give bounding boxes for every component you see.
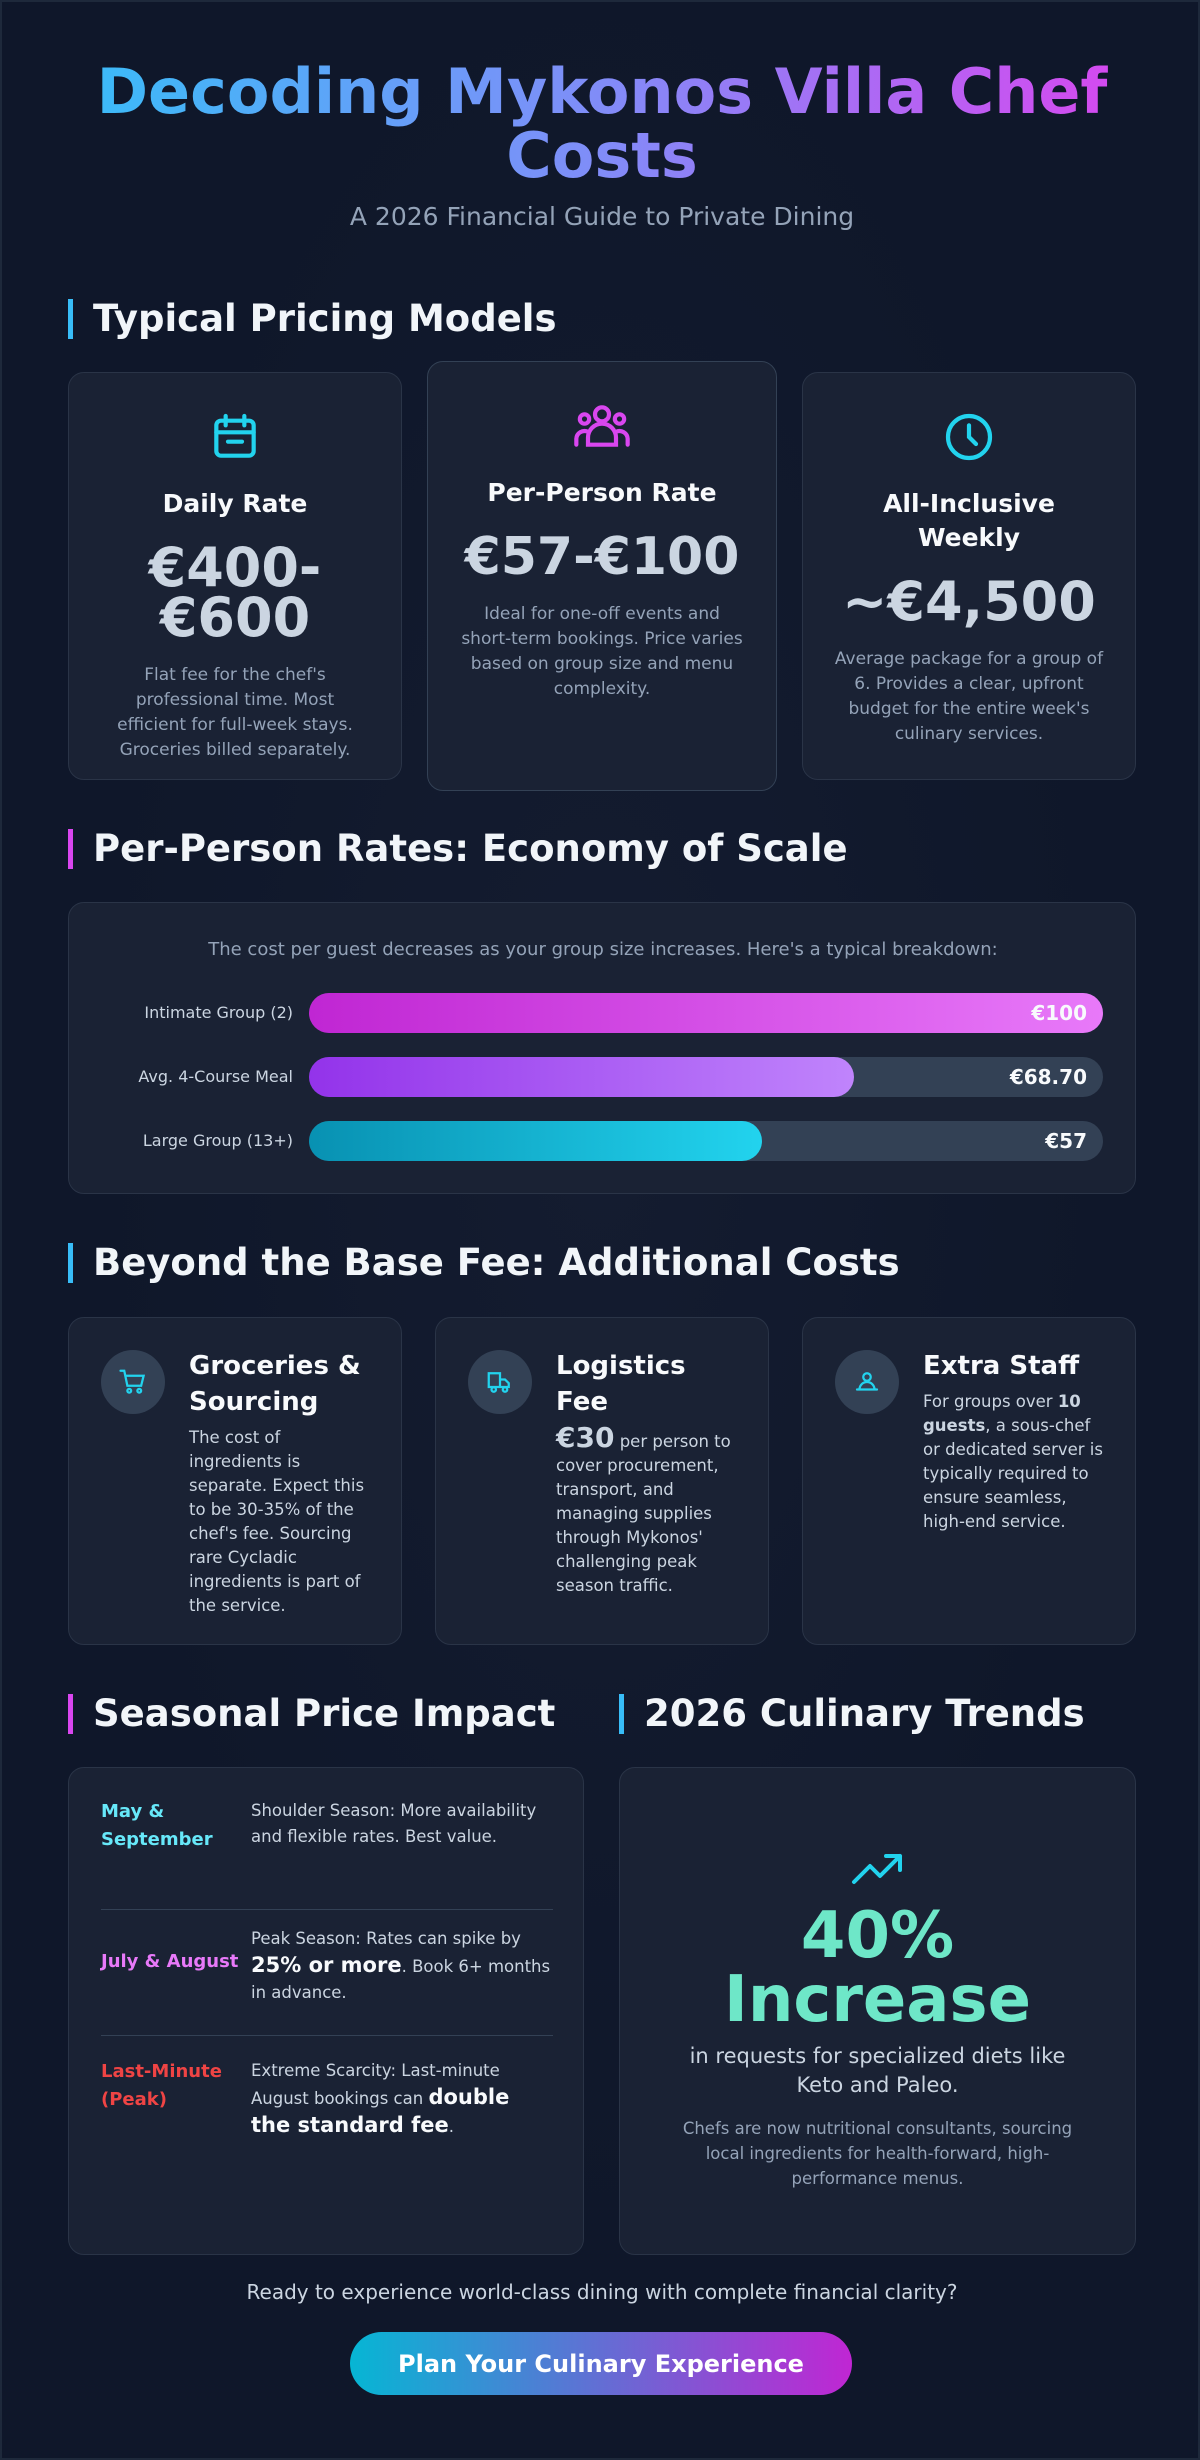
value-label: €57	[1045, 1129, 1087, 1153]
bar-track: €100	[309, 993, 1103, 1033]
season-label: July & August	[101, 1951, 239, 1972]
text-span: Shoulder Season: More availability and f…	[251, 1801, 537, 1846]
card-title: All-Inclusive Weekly	[883, 489, 1055, 552]
card-price: €57-€100	[464, 527, 740, 587]
card-title: Extra Staff	[923, 1351, 1080, 1381]
card-description: Flat fee for the chef's professional tim…	[117, 665, 353, 760]
season-label: May & September	[101, 1801, 213, 1850]
emphasis: 10 guests	[923, 1392, 1081, 1435]
bar	[309, 1121, 762, 1161]
bar	[309, 1057, 855, 1097]
card-price: €400-€600	[148, 536, 322, 649]
section-heading: Per-Person Rates: Economy of Scale	[68, 829, 848, 869]
truck-icon	[487, 1372, 510, 1393]
card-text: For groups over 10 guests, a sous-chef o…	[923, 1390, 1105, 1534]
card-title: Logistics Fee	[556, 1351, 686, 1417]
season-text: Extreme Scarcity: Last-minute August boo…	[251, 2058, 553, 2146]
bar-row: Intimate Group (2) €100	[69, 993, 1137, 1033]
bar-label: Intimate Group (2)	[144, 1003, 293, 1022]
cost-card: Groceries & Sourcing The cost of ingredi…	[68, 1317, 402, 1645]
seasonal-card: May & September Shoulder Season: More av…	[68, 1767, 584, 2255]
staff-icon	[855, 1372, 879, 1391]
bar-track: €57	[309, 1121, 1103, 1161]
season-row: July & August Peak Season: Rates can spi…	[101, 1910, 553, 2036]
scale-card: The cost per guest decreases as your gro…	[68, 902, 1136, 1194]
card-title: Per-Person Rate	[487, 478, 717, 507]
cost-card: Logistics Fee €30 per person to cover pr…	[435, 1317, 769, 1645]
cta-button[interactable]: Plan Your Culinary Experience	[350, 2332, 852, 2395]
icon-circle	[468, 1350, 532, 1414]
subtitle: A 2026 Financial Guide to Private Dining	[349, 202, 855, 231]
section-heading: Typical Pricing Models	[68, 299, 557, 339]
cart-icon	[119, 1369, 146, 1394]
card-text: The cost of ingredients is separate. Exp…	[189, 1426, 371, 1618]
section-heading: Seasonal Price Impact	[68, 1694, 555, 1734]
icon-circle	[835, 1350, 899, 1414]
text-span: Extreme Scarcity: Last-minute August boo…	[251, 2061, 500, 2108]
text-span: Peak Season: Rates can spike by	[251, 1929, 521, 1948]
trend-note: Chefs are now nutritional consultants, s…	[682, 2119, 1073, 2188]
trends-card: 40% Increase in requests for specialized…	[619, 1767, 1136, 2255]
bar	[309, 993, 1103, 1033]
text-span: For groups over	[923, 1392, 1058, 1411]
card-text: €30 per person to cover procurement, tra…	[556, 1424, 738, 1598]
emphasis: double the standard fee	[251, 2085, 510, 2137]
cta-text: Ready to experience world-class dining w…	[246, 2280, 958, 2304]
emphasis: €30	[556, 1421, 615, 1454]
section-heading: 2026 Culinary Trends	[619, 1694, 1085, 1734]
card-title: Groceries & Sourcing	[189, 1351, 361, 1417]
card-description: Average package for a group of 6. Provid…	[834, 649, 1104, 744]
season-label: Last-Minute (Peak)	[101, 2061, 222, 2110]
season-text: Shoulder Season: More availability and f…	[251, 1798, 553, 1909]
title: Decoding Mykonos Villa Chef Costs	[62, 60, 1142, 188]
bar-track: €68.70	[309, 1057, 1103, 1097]
pricing-card: All-Inclusive Weekly ~€4,500 Average pac…	[802, 372, 1136, 780]
bar-label: Large Group (13+)	[142, 1131, 293, 1150]
value-label: €100	[1031, 1001, 1087, 1025]
card-price: ~€4,500	[842, 570, 1096, 633]
people-icon	[574, 405, 630, 447]
card-description: Ideal for one-off events and short-term …	[461, 604, 743, 699]
calendar-icon	[214, 413, 256, 458]
season-row: May & September Shoulder Season: More av…	[101, 1798, 553, 1910]
section-heading: Beyond the Base Fee: Additional Costs	[68, 1243, 900, 1283]
cost-card: Extra Staff For groups over 10 guests, a…	[802, 1317, 1136, 1645]
pricing-card: Per-Person Rate €57-€100 Ideal for one-o…	[427, 361, 777, 791]
season-text: Peak Season: Rates can spike by 25% or m…	[251, 1926, 553, 2006]
trend-caption: in requests for specialized diets like K…	[689, 2044, 1066, 2097]
text-span: The cost of ingredients is separate. Exp…	[189, 1428, 365, 1615]
text-span: per person to cover procurement, transpo…	[556, 1432, 731, 1595]
scale-intro: The cost per guest decreases as your gro…	[208, 939, 998, 960]
icon-circle	[101, 1350, 165, 1414]
text-span: , a sous-chef or dedicated server is typ…	[923, 1416, 1103, 1531]
trend-stat: 40% Increase	[724, 1899, 1031, 2037]
emphasis: 25% or more	[251, 1953, 402, 1977]
bar-row: Large Group (13+) €57	[69, 1121, 1137, 1161]
clock-icon	[945, 413, 993, 461]
trend-icon	[851, 1854, 902, 1884]
bar-label: Avg. 4-Course Meal	[138, 1067, 293, 1086]
text-span: .	[448, 2117, 454, 2136]
bar-row: Avg. 4-Course Meal €68.70	[69, 1057, 1137, 1097]
season-row: Last-Minute (Peak) Extreme Scarcity: Las…	[101, 2036, 553, 2146]
text-span: . Book 6+ months in advance.	[251, 1957, 551, 2002]
card-title: Daily Rate	[162, 489, 308, 518]
pricing-card: Daily Rate €400-€600 Flat fee for the ch…	[68, 372, 402, 780]
value-label: €68.70	[1009, 1065, 1087, 1089]
